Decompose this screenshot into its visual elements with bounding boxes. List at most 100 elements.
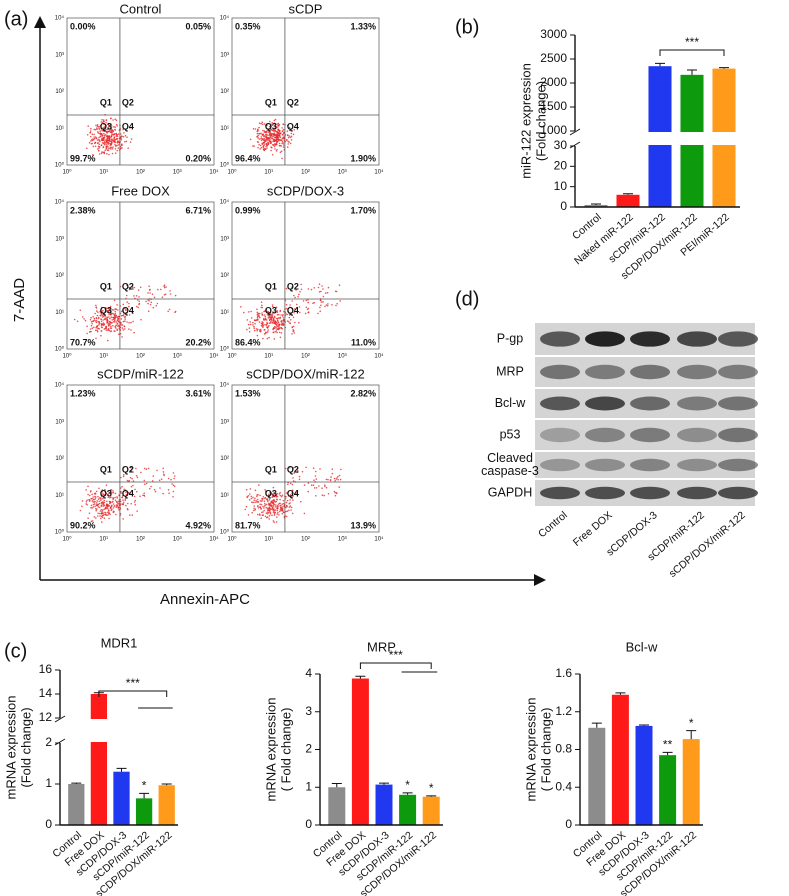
event-dot	[104, 493, 107, 496]
event-dot	[253, 145, 255, 147]
event-dot	[258, 312, 261, 315]
event-dot	[100, 121, 103, 123]
event-dot	[96, 329, 98, 332]
event-dot	[109, 147, 111, 149]
event-dot	[263, 130, 266, 132]
event-dot	[273, 327, 276, 330]
event-dot	[271, 124, 274, 127]
event-dot	[116, 304, 118, 306]
event-dot	[110, 507, 112, 509]
event-dot	[110, 123, 112, 125]
quadrant-percent: 1.90%	[350, 153, 376, 163]
event-dot	[108, 153, 110, 156]
event-dot	[105, 492, 108, 495]
event-dot	[129, 141, 132, 143]
event-dot	[277, 134, 280, 137]
event-dot	[252, 509, 255, 512]
event-dot	[100, 505, 102, 507]
quadrant-percent: 13.9%	[350, 520, 376, 530]
event-dot	[125, 493, 128, 496]
event-dot	[109, 144, 112, 147]
event-dot	[292, 316, 295, 319]
event-dot	[98, 128, 101, 130]
event-dot	[116, 134, 118, 136]
event-dot	[105, 145, 108, 147]
event-dot	[254, 128, 257, 130]
event-dot	[265, 308, 268, 311]
event-dot	[271, 315, 274, 317]
event-dot	[271, 137, 273, 140]
y-tick-label: 12	[39, 710, 53, 724]
event-dot	[109, 311, 111, 314]
y-tick-label: 10⁴	[220, 15, 230, 22]
event-dot	[324, 485, 326, 488]
event-dot	[272, 493, 274, 496]
event-dot	[249, 493, 251, 495]
event-dot	[280, 145, 283, 147]
event-dot	[108, 136, 110, 138]
event-dot	[274, 148, 276, 150]
lane-label: Control	[536, 509, 570, 540]
event-dot	[268, 322, 271, 324]
event-dot	[102, 120, 105, 123]
y-tick-label: 10⁴	[55, 15, 65, 22]
event-dot	[266, 137, 269, 139]
event-dot	[149, 487, 151, 490]
event-dot	[94, 145, 97, 148]
y-tick-label: 2	[45, 735, 52, 749]
event-dot	[282, 144, 285, 146]
event-dot	[255, 328, 258, 330]
event-dot	[252, 324, 254, 326]
event-dot	[108, 512, 111, 514]
event-dot	[258, 321, 261, 323]
event-dot	[98, 143, 101, 145]
event-dot	[278, 514, 280, 516]
event-dot	[116, 323, 119, 325]
event-dot	[96, 139, 99, 141]
event-dot	[145, 300, 147, 303]
significance-bracket	[659, 49, 725, 56]
event-dot	[282, 319, 285, 321]
event-dot	[267, 122, 269, 125]
error-bar	[116, 767, 127, 772]
event-dot	[259, 503, 261, 506]
bar	[375, 784, 393, 825]
event-dot	[272, 505, 275, 507]
event-dot	[108, 492, 110, 494]
event-dot	[261, 304, 263, 307]
event-dot	[98, 321, 100, 323]
event-dot	[128, 302, 130, 305]
event-dot	[94, 493, 97, 495]
event-dot	[136, 305, 138, 308]
error-bar	[719, 67, 729, 69]
event-dot	[113, 321, 116, 323]
event-dot	[294, 296, 296, 299]
event-dot	[99, 510, 102, 512]
event-dot	[260, 136, 263, 138]
event-dot	[143, 479, 146, 482]
error-bar	[379, 782, 389, 785]
event-dot	[100, 494, 103, 497]
event-dot	[111, 508, 113, 511]
event-dot	[97, 495, 99, 498]
event-dot	[169, 290, 171, 292]
x-tick-label: 10²	[136, 354, 145, 360]
event-dot	[288, 312, 291, 315]
event-dot	[117, 133, 120, 135]
event-dot	[262, 129, 264, 132]
event-dot	[111, 139, 113, 142]
event-dot	[100, 515, 103, 518]
event-dot	[129, 476, 132, 479]
event-dot	[299, 311, 301, 314]
event-dot	[265, 503, 268, 506]
event-dot	[120, 139, 123, 141]
event-dot	[274, 325, 276, 328]
event-dot	[108, 130, 110, 132]
quadrant-percent: 2.82%	[350, 388, 376, 398]
event-dot	[281, 140, 284, 143]
event-dot	[112, 511, 115, 514]
event-dot	[91, 497, 93, 500]
event-dot	[253, 499, 255, 502]
event-dot	[300, 288, 303, 291]
event-dot	[288, 495, 291, 498]
